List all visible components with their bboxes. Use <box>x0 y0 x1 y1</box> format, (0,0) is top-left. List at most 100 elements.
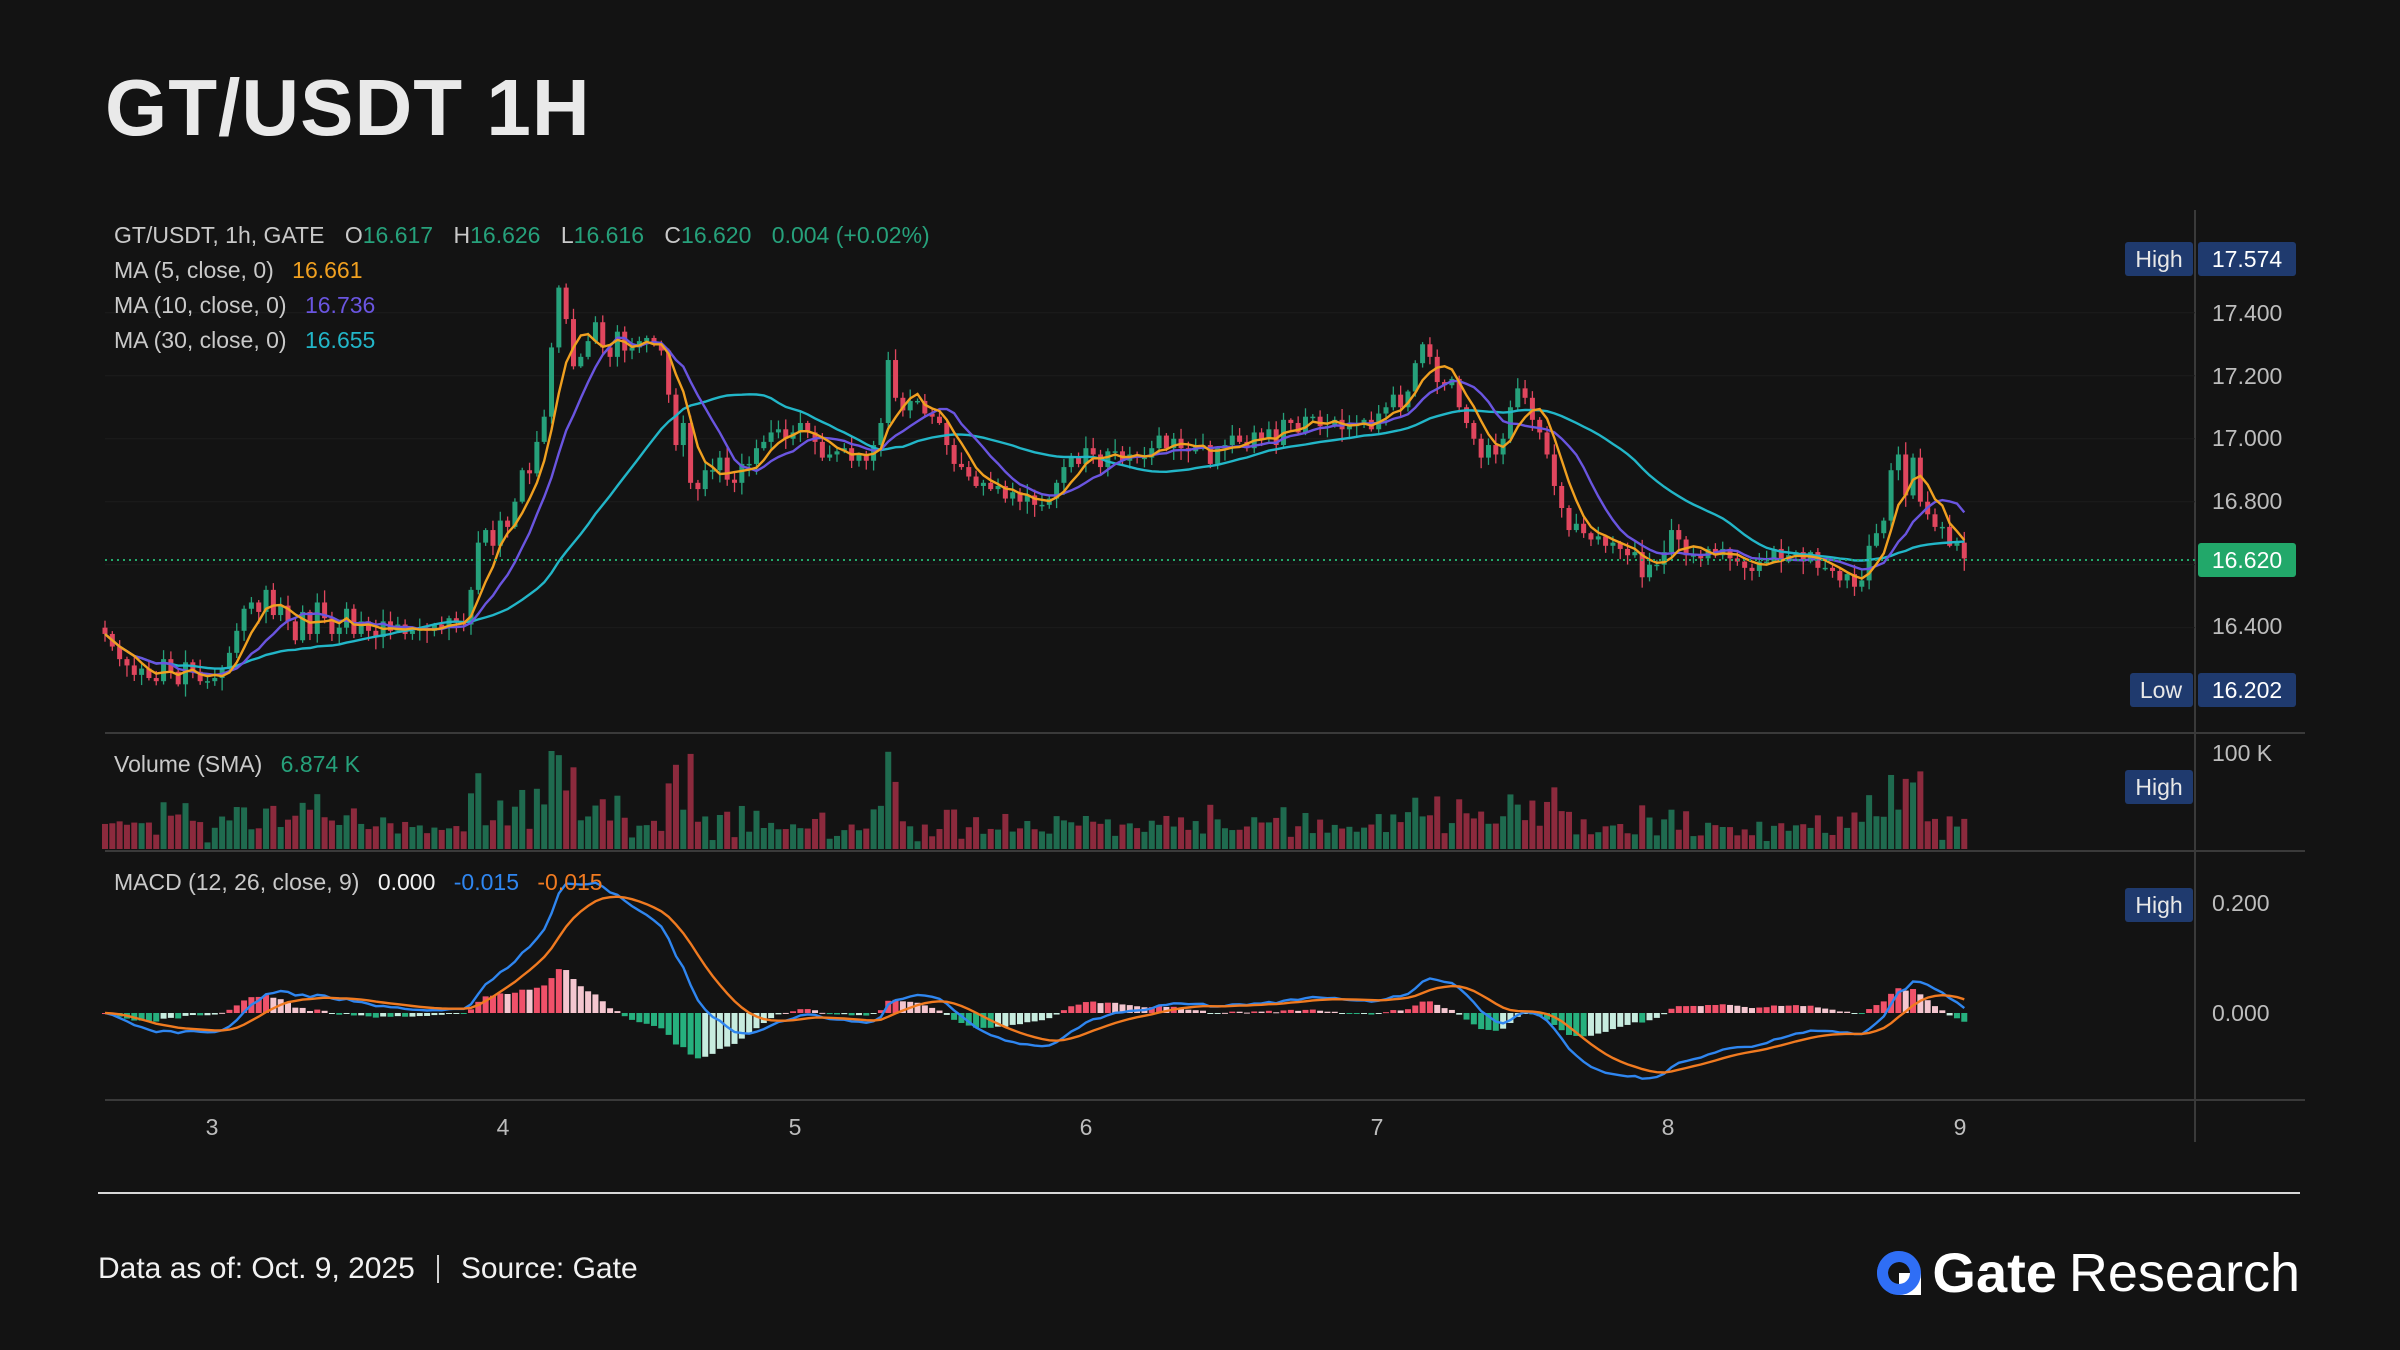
volume-bar <box>1836 816 1843 849</box>
legend-ma30-label: MA (30, close, 0) <box>114 327 287 353</box>
volume-bar <box>834 835 840 849</box>
volume-bar <box>1492 823 1499 849</box>
candle-body <box>1215 448 1221 464</box>
macd-hist-bar <box>1873 1005 1880 1013</box>
candle-body <box>812 432 818 442</box>
candle-body <box>366 621 372 631</box>
volume-bar <box>1507 794 1514 849</box>
macd-hist-bar <box>1082 1002 1089 1013</box>
high-tag-bg <box>2125 242 2193 276</box>
volume-bar <box>1580 819 1587 849</box>
legend-l-val: 16.616 <box>574 222 644 248</box>
candle-body <box>695 482 701 490</box>
volume-bar <box>255 828 262 849</box>
volume-bar <box>226 820 233 849</box>
candle-body <box>1668 530 1674 553</box>
volume-bar <box>790 824 797 849</box>
x-label-5: 5 <box>789 1114 802 1140</box>
candle-body <box>1610 542 1616 546</box>
macd-hist-bar <box>460 1013 467 1014</box>
candle-body <box>973 476 979 486</box>
candlesticks <box>102 283 1967 697</box>
volume-bar <box>453 826 460 849</box>
gate-research-logo: Gate Research <box>1872 1240 2300 1305</box>
volume-bar <box>1148 820 1155 849</box>
macd-hist-bar <box>1683 1006 1690 1013</box>
volume-bar <box>621 817 628 849</box>
volume-bar <box>680 809 687 849</box>
macd-hist-bar <box>563 970 570 1013</box>
candle-body <box>585 341 591 357</box>
volume-bar <box>1309 833 1316 849</box>
candle-body <box>1412 363 1418 392</box>
volume-bar <box>1785 830 1792 849</box>
volume-bar <box>746 831 753 849</box>
macd-hist-bar <box>1075 1004 1082 1013</box>
macd-hist-bar <box>1829 1009 1836 1013</box>
volume-bar <box>541 804 548 849</box>
volume-high-tag: High <box>2135 774 2182 800</box>
macd-hist-bar <box>372 1013 379 1018</box>
macd-hist-bar <box>1858 1013 1865 1014</box>
macd-hist-bar <box>585 991 592 1013</box>
macd-line <box>104 881 1966 1080</box>
candle-body <box>1690 555 1696 557</box>
candle-body <box>1559 485 1565 509</box>
macd-hist-bar <box>1807 1005 1814 1013</box>
volume-bar <box>1426 815 1433 849</box>
candle-body <box>1881 520 1887 534</box>
volume-bar <box>1551 787 1558 849</box>
macd-hist-bar <box>1595 1013 1602 1034</box>
volume-bar <box>914 841 921 849</box>
candle-body <box>1873 533 1879 546</box>
volume-bar <box>233 807 240 849</box>
candle-body <box>710 470 716 472</box>
volume-bar <box>438 829 445 849</box>
macd-hist-bar <box>570 979 577 1013</box>
macd-hist-bar <box>365 1013 372 1017</box>
candle-body <box>732 479 738 483</box>
candle-body <box>1851 574 1857 587</box>
macd-hist-bar <box>1002 1013 1009 1027</box>
volume-bar <box>995 829 1002 849</box>
macd-hist-bar <box>607 1008 614 1013</box>
macd-hist-bar <box>1317 1010 1324 1013</box>
macd-hist-bar <box>1009 1013 1016 1025</box>
macd-hist-bar <box>336 1013 343 1015</box>
candle-body <box>1098 454 1104 468</box>
macd-hist-bar <box>409 1013 416 1017</box>
candle-body <box>1954 542 1960 546</box>
candle-body <box>1566 508 1572 531</box>
volume-bar <box>1229 830 1236 849</box>
macd-hist-bar <box>350 1013 357 1016</box>
macd-hist-bar <box>1653 1013 1660 1018</box>
price-tick-17400: 17.400 <box>2212 300 2282 326</box>
candle-body <box>666 350 672 395</box>
volume-bar <box>1053 816 1060 849</box>
volume-bar <box>336 824 343 849</box>
macd-hist-bar <box>804 1009 811 1013</box>
candle-body <box>644 337 650 342</box>
volume-bar <box>1119 824 1126 849</box>
candle-body <box>753 448 759 464</box>
macd-hist-bar <box>1844 1011 1851 1013</box>
volume-bar <box>314 794 321 849</box>
macd-hist-bar <box>1763 1007 1770 1013</box>
macd-hist-bar <box>995 1013 1002 1027</box>
volume-bar <box>138 823 145 849</box>
macd-hist-bar <box>475 1001 482 1013</box>
macd-hist-bar <box>1214 1013 1221 1014</box>
price-tick-16800: 16.800 <box>2212 488 2282 514</box>
volume-bar <box>424 833 431 849</box>
low-tag-bg <box>2130 673 2193 707</box>
candle-body <box>1237 435 1243 442</box>
legend-macd: MACD (12, 26, close, 9) 0.000 -0.015 -0.… <box>114 869 603 895</box>
volume-bar <box>892 781 899 849</box>
legend-o-val: 16.617 <box>363 222 433 248</box>
macd-hist-bar <box>1485 1013 1492 1030</box>
macd-hist-bar <box>1719 1004 1726 1013</box>
candle-body <box>1764 561 1770 564</box>
chart-canvas[interactable]: GT/USDT, 1h, GATE O16.617 H16.626 L16.61… <box>0 0 2400 1190</box>
macd-hist-bar <box>1800 1006 1807 1013</box>
volume-bar <box>394 833 401 849</box>
